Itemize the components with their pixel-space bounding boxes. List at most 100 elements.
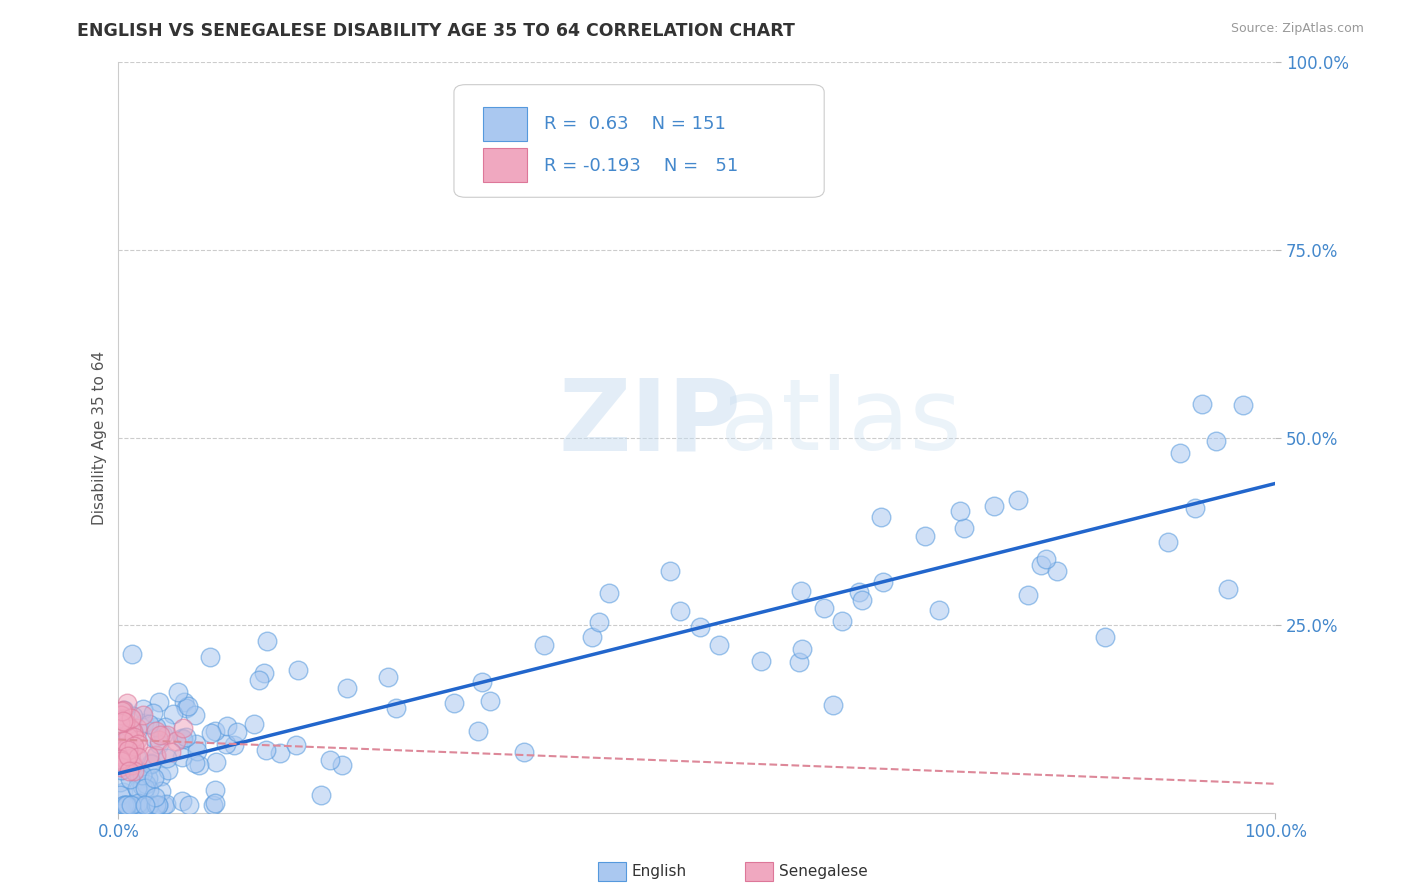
- Point: [152, 798, 174, 813]
- Point: [108, 707, 131, 722]
- Point: [200, 726, 222, 740]
- Point: [148, 798, 170, 813]
- Point: [174, 730, 197, 744]
- Point: [1094, 630, 1116, 644]
- Point: [1232, 398, 1254, 412]
- Point: [131, 702, 153, 716]
- Point: [115, 752, 138, 766]
- Point: [384, 701, 406, 715]
- Point: [125, 781, 148, 796]
- Point: [204, 796, 226, 810]
- Text: R = -0.193    N =   51: R = -0.193 N = 51: [544, 157, 738, 175]
- Point: [120, 742, 142, 756]
- Point: [131, 768, 153, 782]
- Point: [319, 753, 342, 767]
- Point: [287, 663, 309, 677]
- Point: [513, 745, 536, 759]
- Point: [149, 769, 172, 783]
- Point: [117, 749, 139, 764]
- Point: [330, 758, 353, 772]
- Point: [790, 583, 813, 598]
- Point: [152, 728, 174, 742]
- Point: [112, 798, 135, 813]
- Point: [120, 798, 142, 813]
- Point: [1035, 552, 1057, 566]
- Point: [159, 745, 181, 759]
- Text: atlas: atlas: [720, 374, 962, 471]
- Point: [110, 752, 132, 766]
- Point: [167, 685, 190, 699]
- Point: [215, 718, 238, 732]
- Point: [204, 724, 226, 739]
- Point: [186, 743, 208, 757]
- Point: [120, 737, 142, 751]
- Point: [813, 601, 835, 615]
- Point: [138, 798, 160, 813]
- Point: [143, 731, 166, 745]
- Point: [172, 721, 194, 735]
- Point: [114, 798, 136, 813]
- Point: [172, 732, 194, 747]
- Point: [112, 734, 135, 748]
- Point: [1045, 564, 1067, 578]
- Point: [115, 753, 138, 767]
- Point: [131, 708, 153, 723]
- Point: [156, 728, 179, 742]
- Point: [823, 698, 845, 712]
- Point: [118, 764, 141, 778]
- Point: [138, 748, 160, 763]
- Point: [145, 798, 167, 813]
- Point: [588, 615, 610, 629]
- Point: [128, 772, 150, 786]
- Point: [201, 798, 224, 813]
- Point: [224, 738, 246, 752]
- Point: [118, 798, 141, 813]
- Point: [205, 755, 228, 769]
- Point: [112, 797, 135, 812]
- Point: [131, 779, 153, 793]
- Point: [1205, 434, 1227, 448]
- Point: [108, 760, 131, 774]
- Point: [112, 798, 135, 813]
- Point: [198, 650, 221, 665]
- Point: [110, 707, 132, 722]
- Point: [134, 780, 156, 795]
- Point: [377, 670, 399, 684]
- Point: [1191, 397, 1213, 411]
- Point: [108, 751, 131, 765]
- Point: [188, 757, 211, 772]
- Point: [139, 756, 162, 771]
- Point: [122, 724, 145, 739]
- Point: [125, 733, 148, 747]
- Point: [124, 739, 146, 753]
- Point: [155, 797, 177, 811]
- Point: [110, 754, 132, 768]
- Point: [533, 638, 555, 652]
- Point: [121, 647, 143, 661]
- Point: [165, 733, 187, 747]
- Point: [173, 694, 195, 708]
- Point: [162, 707, 184, 722]
- Point: [598, 586, 620, 600]
- Point: [872, 574, 894, 589]
- Point: [120, 753, 142, 767]
- Point: [831, 615, 853, 629]
- Point: [108, 740, 131, 755]
- Point: [121, 708, 143, 723]
- Point: [118, 772, 141, 786]
- Text: ENGLISH VS SENEGALESE DISABILITY AGE 35 TO 64 CORRELATION CHART: ENGLISH VS SENEGALESE DISABILITY AGE 35 …: [77, 22, 796, 40]
- Point: [145, 747, 167, 762]
- Point: [114, 742, 136, 756]
- Point: [1017, 588, 1039, 602]
- Point: [108, 742, 131, 756]
- Point: [284, 738, 307, 752]
- Point: [114, 714, 136, 729]
- Point: [115, 798, 138, 813]
- Point: [114, 735, 136, 749]
- Point: [148, 798, 170, 813]
- Point: [148, 732, 170, 747]
- Point: [121, 757, 143, 772]
- Point: [851, 592, 873, 607]
- Point: [149, 728, 172, 742]
- Point: [115, 734, 138, 748]
